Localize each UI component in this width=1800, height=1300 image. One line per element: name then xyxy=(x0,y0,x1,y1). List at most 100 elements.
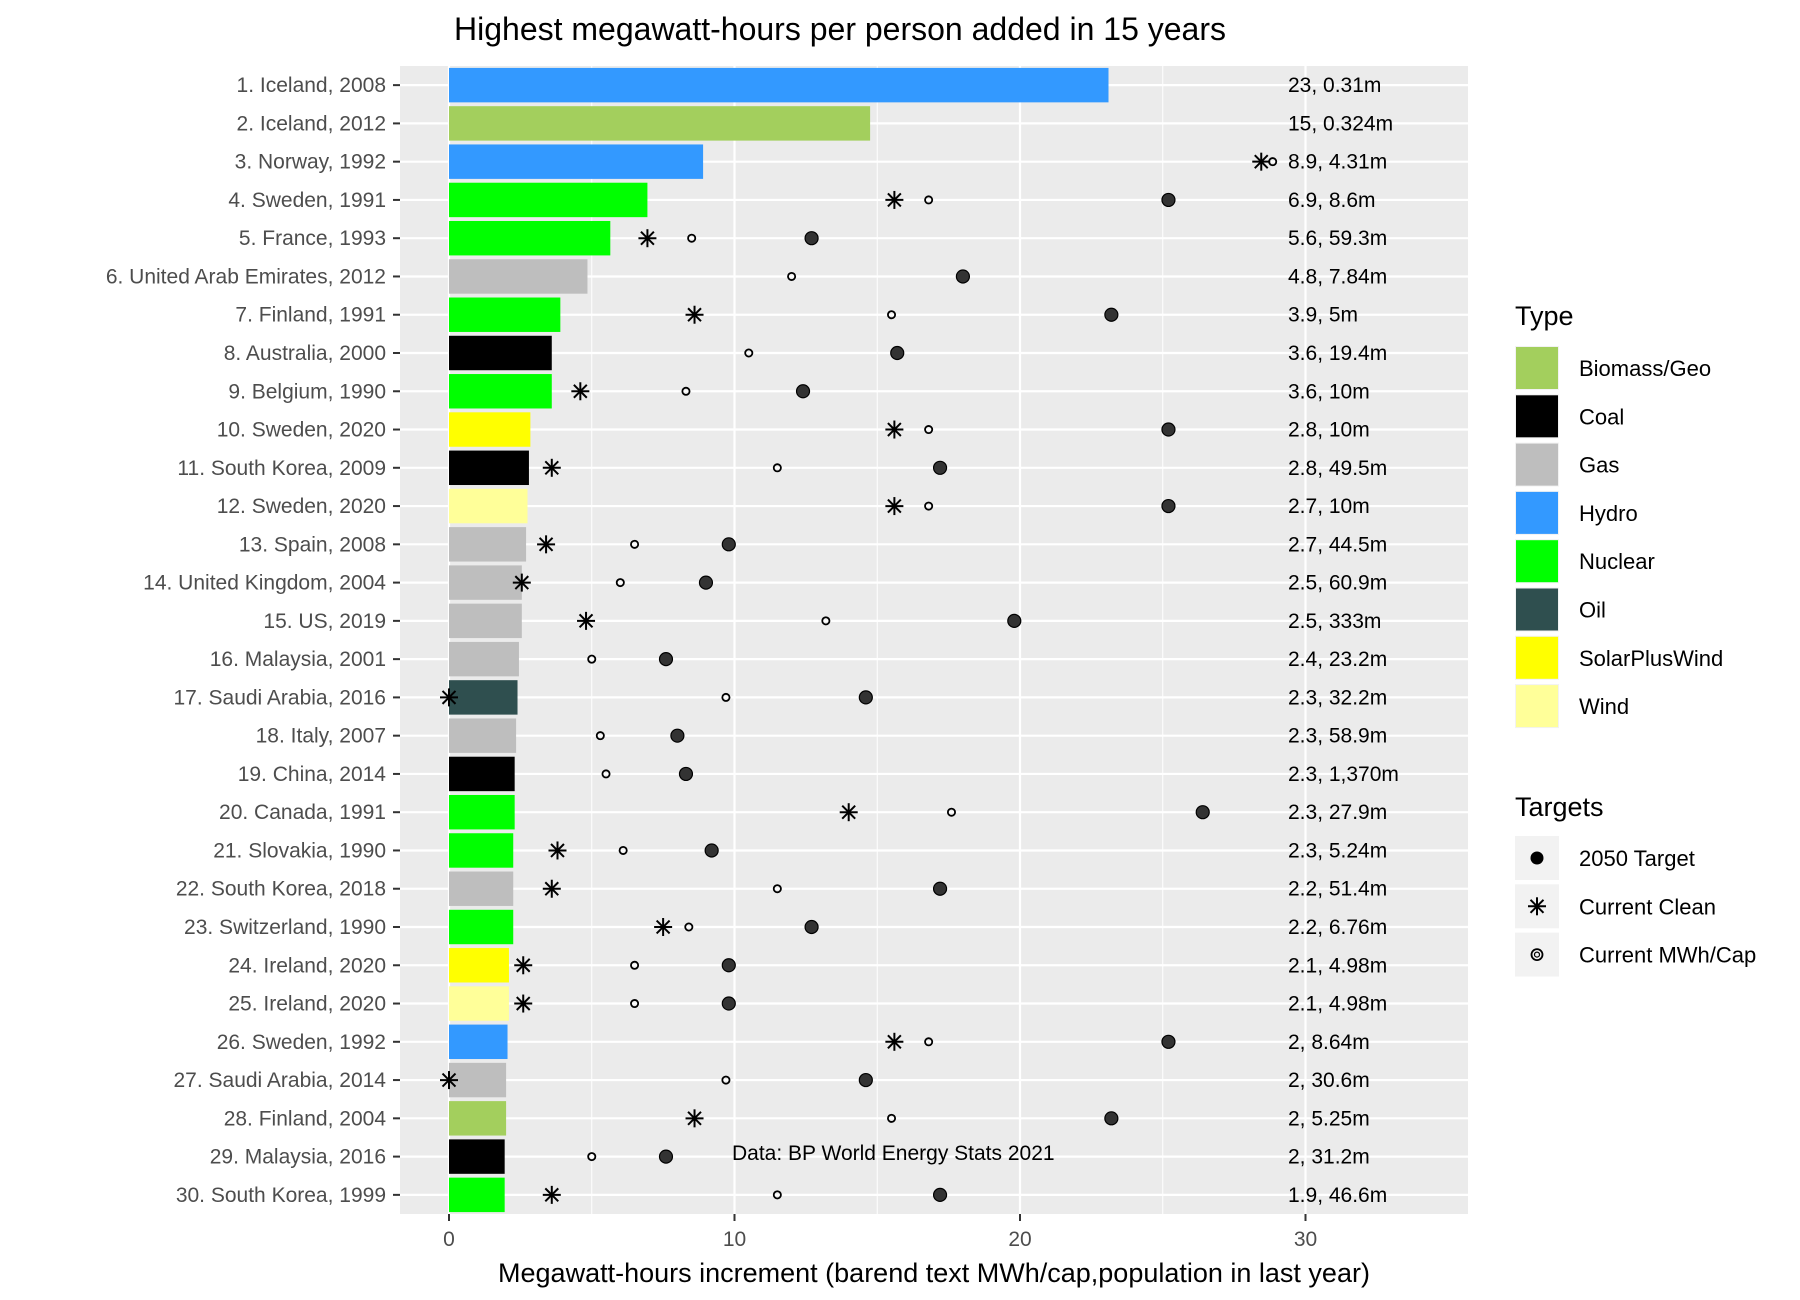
y-tick-label: 21. Slovakia, 1990 xyxy=(213,839,386,862)
legend-type-label: Biomass/Geo xyxy=(1579,356,1711,381)
bar xyxy=(449,1062,507,1098)
asterisk-stroke xyxy=(573,384,588,399)
current-mwh-marker xyxy=(601,769,611,779)
legend-type-label: Wind xyxy=(1579,694,1629,719)
y-axis: 1. Iceland, 2008 2. Iceland, 2012 3. Norwa… xyxy=(106,74,400,1207)
legend-swatch xyxy=(1516,443,1558,486)
y-tick-label: 26. Sweden, 1992 xyxy=(217,1031,386,1054)
target-2050-marker xyxy=(1195,805,1210,820)
current-mwh-marker xyxy=(687,233,697,243)
current-mwh-marker xyxy=(887,310,897,320)
asterisk-stroke xyxy=(887,192,902,208)
bar-end-text: 2.3, 58.9m xyxy=(1288,725,1387,748)
y-tick-label: 9. Belgium, 1990 xyxy=(228,380,386,403)
current-mwh-marker xyxy=(681,386,691,396)
current-mwh-marker xyxy=(587,1152,597,1162)
target-2050-marker xyxy=(678,766,694,782)
legend-swatch xyxy=(1516,636,1558,679)
bar-end-text: 2, 5.25m xyxy=(1288,1107,1370,1130)
current-clean-marker xyxy=(885,190,904,209)
current-mwh-marker xyxy=(744,348,754,358)
bar-end-text: 2.7, 10m xyxy=(1288,495,1370,518)
x-tick-label: 30 xyxy=(1294,1228,1317,1251)
bar-end-text: 3.6, 10m xyxy=(1288,380,1370,403)
current-clean-marker xyxy=(440,688,458,707)
bar-end-text: 2.4, 23.2m xyxy=(1288,648,1387,671)
target-2050-marker xyxy=(1104,307,1119,322)
bar xyxy=(449,756,515,792)
current-clean-marker xyxy=(571,382,590,401)
target-2050-marker xyxy=(658,1149,674,1164)
y-tick-label: 10. Sweden, 2020 xyxy=(217,419,386,442)
y-tick-label: 28. Finland, 2004 xyxy=(224,1107,387,1130)
current-clean-marker xyxy=(542,1185,561,1204)
bar-layer xyxy=(449,67,1109,1213)
legend-type-label: Coal xyxy=(1579,404,1624,429)
y-tick-label: 23. Switzerland, 1990 xyxy=(184,916,386,939)
target-2050-marker xyxy=(721,958,736,973)
asterisk-stroke xyxy=(887,422,902,437)
bar xyxy=(449,833,514,868)
asterisk-stroke xyxy=(687,307,702,322)
y-tick-label: 25. Ireland, 2020 xyxy=(228,993,386,1016)
bar-end-text: 2.2, 51.4m xyxy=(1288,878,1387,901)
target-2050-marker xyxy=(698,575,714,590)
legend-targets-label: Current Clean xyxy=(1579,894,1716,919)
y-tick-label: 18. Italy, 2007 xyxy=(256,725,386,748)
bar xyxy=(449,1101,507,1136)
bar-end-text: 2.5, 60.9m xyxy=(1288,572,1387,595)
legend-targets-label: Current MWh/Cap xyxy=(1579,943,1756,968)
legend-type-label: Nuclear xyxy=(1579,549,1655,574)
asterisk-stroke xyxy=(544,881,559,896)
y-tick-label: 8. Australia, 2000 xyxy=(224,342,386,365)
current-clean-marker xyxy=(885,1032,904,1051)
bar xyxy=(449,297,561,332)
target-2050-marker xyxy=(858,690,873,705)
current-clean-marker xyxy=(685,305,704,324)
current-mwh-marker xyxy=(630,539,640,549)
current-clean-marker xyxy=(514,956,533,975)
y-tick-label: 24. Ireland, 2020 xyxy=(228,954,386,977)
y-tick-label: 12. Sweden, 2020 xyxy=(217,495,386,518)
current-mwh-marker xyxy=(887,1113,897,1123)
bar xyxy=(449,603,522,639)
current-clean-marker xyxy=(548,841,567,860)
target-2050-marker xyxy=(795,384,811,399)
bar-end-text: 3.6, 19.4m xyxy=(1288,342,1387,365)
current-mwh-marker xyxy=(721,692,731,702)
target-2050-marker xyxy=(932,1187,948,1202)
bar-end-text: 2.7, 44.5m xyxy=(1288,533,1387,556)
bar-end-text: 2.5, 333m xyxy=(1288,610,1381,633)
x-tick-label: 20 xyxy=(1008,1228,1031,1251)
legend-type: Type Biomass/Geo Coal Gas Hydro Nuclear Oil So… xyxy=(1515,301,1723,729)
current-mwh-marker xyxy=(946,807,956,817)
y-tick-label: 7. Finland, 1991 xyxy=(235,304,386,327)
asterisk-stroke xyxy=(514,575,529,590)
current-mwh-marker xyxy=(772,1190,782,1200)
bar-end-text: 2.8, 49.5m xyxy=(1288,457,1387,480)
bar-end-text: 6.9, 8.6m xyxy=(1288,189,1376,212)
bar-end-text: 2.3, 1,370m xyxy=(1288,763,1399,786)
x-axis: 0 10 20 30 xyxy=(443,1214,1317,1251)
bar xyxy=(449,565,522,600)
bar xyxy=(449,794,515,830)
bar-end-text: 2.8, 10m xyxy=(1288,419,1370,442)
current-clean-marker xyxy=(839,803,858,822)
bar xyxy=(449,680,518,715)
current-mwh-marker xyxy=(772,884,782,894)
current-mwh-marker xyxy=(587,654,597,664)
target-2050-marker xyxy=(721,996,736,1011)
current-mwh-marker xyxy=(630,960,640,970)
legend-targets-title: Targets xyxy=(1515,792,1604,822)
bar xyxy=(449,909,514,945)
target-2050-marker xyxy=(1161,498,1176,514)
plot-panel xyxy=(400,66,1468,1214)
current-clean-marker xyxy=(542,879,561,898)
bar xyxy=(449,220,611,256)
asterisk-stroke xyxy=(640,231,655,246)
target-2050-marker xyxy=(858,1072,873,1088)
data-source-caption: Data: BP World Energy Stats 2021 xyxy=(732,1142,1055,1165)
asterisk-stroke xyxy=(516,996,531,1011)
bar-end-text: 2.1, 4.98m xyxy=(1288,993,1387,1016)
